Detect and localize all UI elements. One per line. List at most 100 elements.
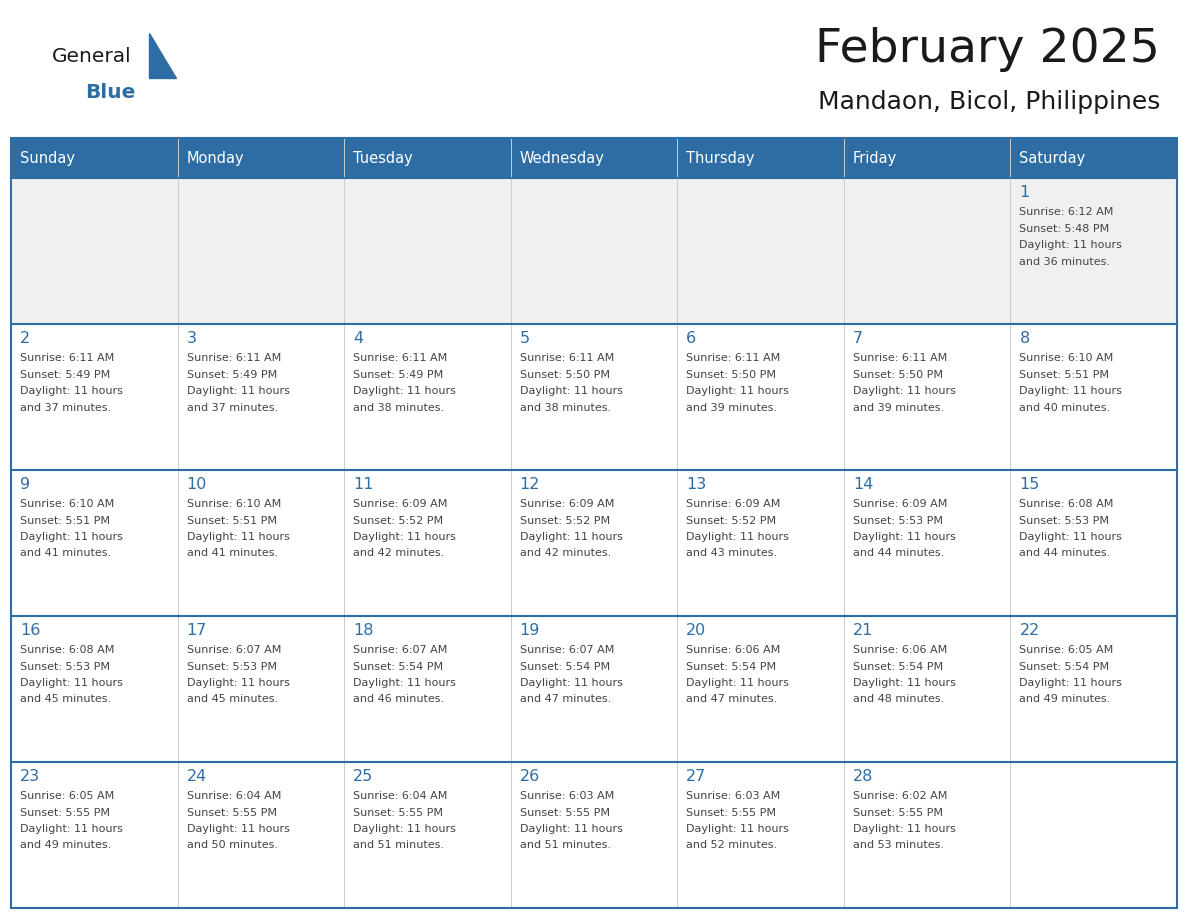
Text: Sunset: 5:54 PM: Sunset: 5:54 PM xyxy=(353,662,443,671)
Text: and 44 minutes.: and 44 minutes. xyxy=(1019,548,1111,558)
Text: Sunset: 5:55 PM: Sunset: 5:55 PM xyxy=(187,808,277,818)
Text: Sunrise: 6:04 AM: Sunrise: 6:04 AM xyxy=(353,791,448,801)
Text: Sunrise: 6:09 AM: Sunrise: 6:09 AM xyxy=(687,499,781,509)
Bar xyxy=(1011,178,1177,324)
Bar xyxy=(177,178,345,324)
Text: Sunset: 5:48 PM: Sunset: 5:48 PM xyxy=(1019,223,1110,233)
Text: 12: 12 xyxy=(519,477,541,492)
Text: 20: 20 xyxy=(687,623,707,638)
Text: Saturday: Saturday xyxy=(1019,151,1086,165)
Text: Sunrise: 6:09 AM: Sunrise: 6:09 AM xyxy=(353,499,448,509)
Bar xyxy=(345,616,511,762)
Text: Sunrise: 6:11 AM: Sunrise: 6:11 AM xyxy=(187,353,280,363)
Text: 9: 9 xyxy=(20,477,30,492)
Text: February 2025: February 2025 xyxy=(815,28,1159,73)
Text: Sunset: 5:55 PM: Sunset: 5:55 PM xyxy=(519,808,609,818)
Text: Daylight: 11 hours: Daylight: 11 hours xyxy=(187,386,290,396)
Text: Daylight: 11 hours: Daylight: 11 hours xyxy=(353,678,456,688)
Text: 7: 7 xyxy=(853,331,862,346)
Bar xyxy=(511,616,677,762)
Text: Sunrise: 6:12 AM: Sunrise: 6:12 AM xyxy=(1019,207,1114,217)
Text: Sunset: 5:52 PM: Sunset: 5:52 PM xyxy=(519,516,609,525)
Text: Sunrise: 6:07 AM: Sunrise: 6:07 AM xyxy=(353,645,448,655)
Text: Monday: Monday xyxy=(187,151,245,165)
Text: Sunrise: 6:02 AM: Sunrise: 6:02 AM xyxy=(853,791,947,801)
Text: Sunset: 5:54 PM: Sunset: 5:54 PM xyxy=(687,662,777,671)
Text: and 44 minutes.: and 44 minutes. xyxy=(853,548,944,558)
Text: and 52 minutes.: and 52 minutes. xyxy=(687,841,777,850)
Text: 19: 19 xyxy=(519,623,541,638)
Text: Sunrise: 6:10 AM: Sunrise: 6:10 AM xyxy=(20,499,114,509)
Text: Daylight: 11 hours: Daylight: 11 hours xyxy=(187,532,290,542)
Text: 27: 27 xyxy=(687,769,707,784)
Text: Sunset: 5:52 PM: Sunset: 5:52 PM xyxy=(353,516,443,525)
Text: 8: 8 xyxy=(1019,331,1030,346)
Text: 5: 5 xyxy=(519,331,530,346)
Text: and 45 minutes.: and 45 minutes. xyxy=(20,695,112,704)
Text: Sunrise: 6:03 AM: Sunrise: 6:03 AM xyxy=(687,791,781,801)
Bar xyxy=(11,138,1177,178)
Text: Daylight: 11 hours: Daylight: 11 hours xyxy=(519,386,623,396)
Text: Sunrise: 6:08 AM: Sunrise: 6:08 AM xyxy=(1019,499,1114,509)
Bar xyxy=(843,470,1011,616)
Text: Sunset: 5:55 PM: Sunset: 5:55 PM xyxy=(853,808,943,818)
Bar xyxy=(11,470,177,616)
Text: Sunrise: 6:09 AM: Sunrise: 6:09 AM xyxy=(853,499,947,509)
Text: Daylight: 11 hours: Daylight: 11 hours xyxy=(519,824,623,834)
Text: Sunrise: 6:11 AM: Sunrise: 6:11 AM xyxy=(687,353,781,363)
Text: Daylight: 11 hours: Daylight: 11 hours xyxy=(519,532,623,542)
Text: Tuesday: Tuesday xyxy=(353,151,413,165)
Text: 1: 1 xyxy=(1019,185,1030,200)
Text: and 41 minutes.: and 41 minutes. xyxy=(187,548,278,558)
Text: Sunrise: 6:09 AM: Sunrise: 6:09 AM xyxy=(519,499,614,509)
Text: 13: 13 xyxy=(687,477,707,492)
Text: 4: 4 xyxy=(353,331,364,346)
Text: and 37 minutes.: and 37 minutes. xyxy=(20,402,112,412)
Text: Sunrise: 6:06 AM: Sunrise: 6:06 AM xyxy=(853,645,947,655)
Text: Daylight: 11 hours: Daylight: 11 hours xyxy=(687,678,789,688)
Bar xyxy=(511,324,677,470)
Text: Sunrise: 6:07 AM: Sunrise: 6:07 AM xyxy=(187,645,280,655)
Text: and 47 minutes.: and 47 minutes. xyxy=(519,695,611,704)
Bar xyxy=(511,762,677,908)
Bar xyxy=(1011,762,1177,908)
Text: Sunrise: 6:05 AM: Sunrise: 6:05 AM xyxy=(1019,645,1113,655)
Text: 2: 2 xyxy=(20,331,30,346)
Text: Daylight: 11 hours: Daylight: 11 hours xyxy=(1019,678,1123,688)
Bar xyxy=(177,470,345,616)
Text: and 50 minutes.: and 50 minutes. xyxy=(187,841,278,850)
Text: Blue: Blue xyxy=(86,84,135,103)
Text: Sunrise: 6:06 AM: Sunrise: 6:06 AM xyxy=(687,645,781,655)
Text: Sunset: 5:51 PM: Sunset: 5:51 PM xyxy=(1019,370,1110,379)
Bar xyxy=(843,178,1011,324)
Bar xyxy=(677,470,843,616)
Text: Daylight: 11 hours: Daylight: 11 hours xyxy=(353,532,456,542)
Text: Friday: Friday xyxy=(853,151,897,165)
Text: Sunset: 5:51 PM: Sunset: 5:51 PM xyxy=(20,516,110,525)
Bar xyxy=(677,178,843,324)
Text: 21: 21 xyxy=(853,623,873,638)
Text: Daylight: 11 hours: Daylight: 11 hours xyxy=(519,678,623,688)
Text: and 48 minutes.: and 48 minutes. xyxy=(853,695,944,704)
Text: and 43 minutes.: and 43 minutes. xyxy=(687,548,777,558)
Text: 14: 14 xyxy=(853,477,873,492)
Text: 15: 15 xyxy=(1019,477,1040,492)
Text: Sunset: 5:49 PM: Sunset: 5:49 PM xyxy=(20,370,110,379)
Bar xyxy=(177,324,345,470)
Bar xyxy=(177,616,345,762)
Text: 16: 16 xyxy=(20,623,40,638)
Bar xyxy=(11,178,177,324)
Text: and 46 minutes.: and 46 minutes. xyxy=(353,695,444,704)
Text: and 53 minutes.: and 53 minutes. xyxy=(853,841,943,850)
Text: Daylight: 11 hours: Daylight: 11 hours xyxy=(1019,240,1123,250)
Text: Daylight: 11 hours: Daylight: 11 hours xyxy=(853,678,955,688)
Text: Sunrise: 6:10 AM: Sunrise: 6:10 AM xyxy=(187,499,280,509)
Bar xyxy=(677,324,843,470)
Text: Sunrise: 6:11 AM: Sunrise: 6:11 AM xyxy=(20,353,114,363)
Bar xyxy=(843,762,1011,908)
Bar xyxy=(843,616,1011,762)
Text: and 42 minutes.: and 42 minutes. xyxy=(519,548,611,558)
Text: and 49 minutes.: and 49 minutes. xyxy=(20,841,112,850)
Text: Sunset: 5:49 PM: Sunset: 5:49 PM xyxy=(353,370,443,379)
Text: Sunset: 5:53 PM: Sunset: 5:53 PM xyxy=(187,662,277,671)
